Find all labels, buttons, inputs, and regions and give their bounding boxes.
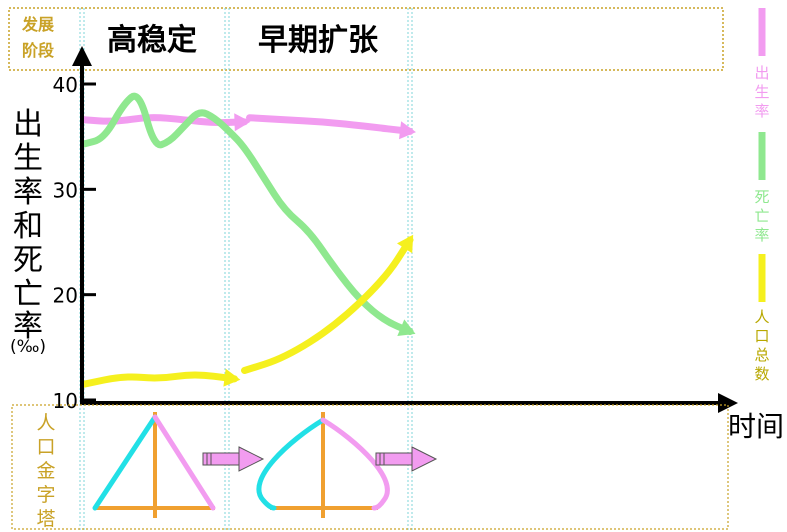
- x-axis-label: 时间: [728, 410, 784, 443]
- pyramid-label-char: 塔: [36, 508, 55, 530]
- y-axis-label: 出 生 率 和 死 亡 率 (‰): [10, 107, 46, 357]
- y-tick-label: 20: [53, 284, 78, 308]
- legend: 出 生 率 死 亡 率 人 口 总 数: [754, 8, 770, 383]
- y-axis-label-char: 和: [13, 209, 43, 244]
- legend-label-population-char: 口: [754, 327, 769, 345]
- legend-label-population-char: 人: [754, 308, 769, 326]
- legend-label-population-char: 数: [754, 365, 769, 383]
- legend-label-population-char: 总: [754, 346, 769, 364]
- series-line-death-rate: [80, 92, 414, 335]
- stage-label-early-expanding: 早期扩张: [258, 23, 378, 58]
- y-axis-label-unit: (‰): [10, 337, 46, 357]
- pyramid-label: 人 口 金 字 塔: [36, 412, 55, 530]
- legend-label-death-char: 死: [754, 188, 769, 206]
- y-tick-label: 10: [53, 389, 78, 413]
- y-axis-label-char: 率: [13, 175, 43, 210]
- series-layer: [80, 92, 416, 388]
- series-line-population: [241, 236, 414, 374]
- y-axis-arrow: [72, 46, 92, 66]
- pyramid-transition-arrow: [202, 446, 265, 472]
- series-line-birth-rate: [246, 114, 414, 135]
- stage-header-box: [8, 7, 724, 71]
- series-arrowhead: [397, 234, 414, 254]
- legend-label-death-char: 率: [754, 226, 769, 244]
- legend-label-birth-char: 生: [754, 83, 769, 101]
- pyramid-label-char: 口: [36, 436, 55, 458]
- pyramid-label-char: 金: [36, 460, 55, 482]
- y-axis-label-char: 生: [13, 141, 43, 176]
- legend-label-birth-char: 率: [754, 102, 769, 120]
- stage-header-label-line2: 阶段: [22, 41, 55, 60]
- series-line-birth-rate: [80, 114, 248, 127]
- y-axis-label-char: 死: [13, 243, 43, 278]
- y-tick-label: 30: [53, 178, 78, 202]
- y-tick-layer: 10 20 30 40: [53, 73, 96, 413]
- y-axis-label-char: 亡: [13, 277, 43, 312]
- y-axis-label-char: 率: [13, 309, 43, 344]
- pyramid-label-char: 字: [36, 484, 55, 506]
- y-axis-label-char: 出: [13, 107, 43, 142]
- series-arrowhead: [397, 319, 416, 336]
- pyramid-box: [11, 404, 729, 530]
- pyramid-early-expanding: [256, 412, 390, 518]
- pyramid-high-stable: [92, 412, 216, 518]
- x-axis-arrow: [718, 393, 738, 413]
- pyramid-label-char: 人: [36, 412, 55, 434]
- pyramid-transition-arrow: [375, 446, 438, 472]
- series-arrowhead: [399, 121, 416, 140]
- y-tick-label: 40: [53, 73, 78, 97]
- series-line-population: [80, 371, 238, 388]
- legend-label-birth-char: 出: [754, 64, 769, 82]
- series-arrowhead: [223, 368, 241, 387]
- legend-label-death-char: 亡: [754, 207, 769, 225]
- stage-header-label-line1: 发展: [21, 15, 55, 34]
- stage-label-high-stable: 高稳定: [107, 23, 197, 58]
- series-arrowhead: [234, 113, 251, 132]
